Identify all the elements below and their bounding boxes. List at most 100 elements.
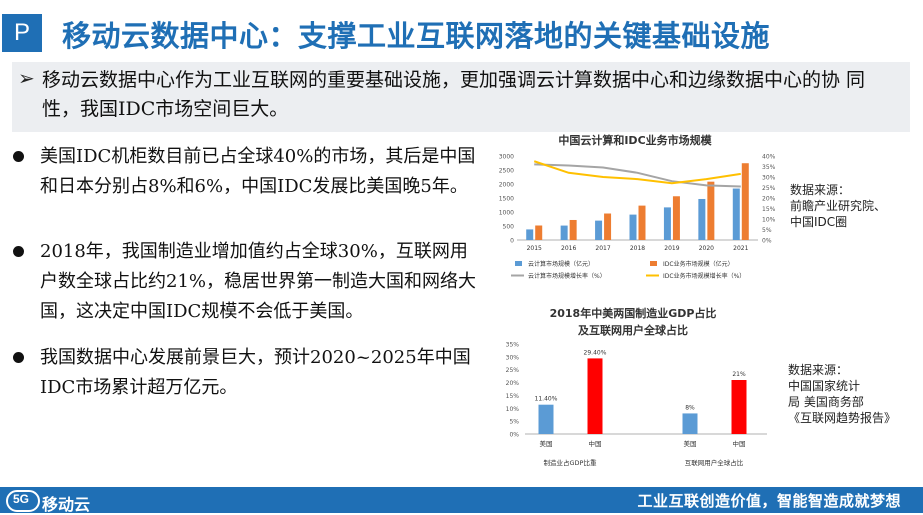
chart2-y-tick: 35% xyxy=(506,342,520,349)
lead-text: 移动云数据中心作为工业互联网的重要基础设施，更加强调云计算数据中心和边缘数据中心… xyxy=(42,69,866,120)
source-line: 《互联网趋势报告》 xyxy=(788,411,897,425)
chart2-y-tick: 30% xyxy=(506,354,520,361)
chart1-y-tick: 1000 xyxy=(499,210,514,217)
chart1-legend-swatch xyxy=(650,261,657,266)
chart2-y-tick: 10% xyxy=(506,406,520,413)
chart1-legend-label: 云计算市场规模（亿元） xyxy=(528,260,594,268)
chart1-x-tick: 2021 xyxy=(733,245,748,252)
chart1-legend-label: IDC业务市场规模增长率（%） xyxy=(663,272,745,280)
chart2-y-tick: 20% xyxy=(506,380,520,387)
chart2-x-tick: 美国 xyxy=(540,439,553,448)
source-line: 中国国家统计 xyxy=(788,379,861,393)
chart1-y-tick: 0 xyxy=(510,238,514,245)
chart2-bar xyxy=(587,358,603,434)
chart2-title-line2: 及互联网用户全球占比 xyxy=(578,323,688,337)
chart1-y2-tick: 5% xyxy=(762,227,772,234)
chart1-x-tick: 2017 xyxy=(595,245,610,252)
chart1-bar xyxy=(604,213,612,240)
chart2-y-tick: 25% xyxy=(506,367,520,374)
chart1-x-tick: 2019 xyxy=(664,245,679,252)
source-line: 前瞻产业研究院、 xyxy=(790,199,887,213)
bullet-text: 美国IDC机柜数目前已占全球40%的市场，其后是中国和日本分别占8%和6%，中国… xyxy=(40,146,476,197)
chart1-y-tick: 500 xyxy=(503,224,515,231)
chart1-title: 中国云计算和IDC业务市场规模 xyxy=(558,133,712,147)
chart1-x-tick: 2016 xyxy=(561,245,576,252)
bullet-dot-icon xyxy=(13,352,24,363)
footer-slogan: 工业互联创造价值，智能智造成就梦想 xyxy=(637,492,901,510)
chart1-series-line xyxy=(533,160,741,185)
footer-bar: 工业互联创造价值，智能智造成就梦想 xyxy=(0,487,923,513)
chart1-y2-tick: 30% xyxy=(762,175,776,182)
chart1-x-tick: 2020 xyxy=(699,245,714,252)
source-line: 数据来源： xyxy=(788,363,849,377)
chart2-group-label: 互联网用户全球占比 xyxy=(685,458,744,467)
chart2-bar xyxy=(538,404,554,434)
chart1-source: 数据来源： 前瞻产业研究院、 中国IDC圈 xyxy=(790,182,886,230)
chart1-bar xyxy=(526,229,534,240)
chart1-bar xyxy=(663,207,671,240)
chart1-y2-tick: 0% xyxy=(762,238,772,245)
chart2-bar xyxy=(731,380,747,434)
chart2-data-label: 21% xyxy=(732,371,746,378)
chart1-legend-swatch xyxy=(515,261,522,266)
chart1-y2-tick: 35% xyxy=(762,164,776,171)
chart2-bar xyxy=(682,413,698,434)
chart2-data-label: 11.40% xyxy=(535,396,558,403)
source-line: 中国IDC圈 xyxy=(790,215,848,229)
chart1-bar xyxy=(741,163,749,240)
chart1-y2-tick: 25% xyxy=(762,185,776,192)
bullet-text: 我国数据中心发展前景巨大，预计2020~2025年中国IDC市场累计超万亿元。 xyxy=(40,347,471,398)
chart2-x-tick: 中国 xyxy=(733,439,746,448)
chart2-data-label: 8% xyxy=(685,404,695,411)
chart2-x-tick: 中国 xyxy=(589,439,602,448)
source-line: 局 美国商务部 xyxy=(788,395,864,409)
page-title: 移动云数据中心：支撑工业互联网落地的关键基础设施 xyxy=(62,19,771,53)
bullet-text: 2018年，我国制造业增加值约占全球30%，互联网用户数全球占比约21%，稳居世… xyxy=(40,241,477,322)
chart1-legend-label: IDC业务市场规模（亿元） xyxy=(663,260,734,268)
chart2-source: 数据来源： 中国国家统计 局 美国商务部 《互联网趋势报告》 xyxy=(788,362,896,426)
chart1-bar xyxy=(672,196,680,240)
chart2-y-tick: 15% xyxy=(506,393,520,400)
chart1-x-tick: 2015 xyxy=(527,245,542,252)
chart1-y-tick: 1500 xyxy=(499,196,514,203)
chart1-y2-tick: 15% xyxy=(762,206,776,213)
chart1-y-tick: 2000 xyxy=(499,182,514,189)
chart1-bar xyxy=(595,220,603,240)
chart1-bar xyxy=(535,225,543,240)
chart1-bar xyxy=(698,198,706,240)
cloud-idc-market-chart: 中国云计算和IDC业务市场规模 0 500 1000 1500 2000 2500 3000… xyxy=(499,133,776,280)
chart1-bar xyxy=(707,181,715,240)
chart1-y2-tick: 10% xyxy=(762,217,776,224)
bullet-dot-icon xyxy=(13,151,24,162)
chart2-data-label: 29.40% xyxy=(584,349,607,356)
chart1-bar xyxy=(629,214,637,240)
source-line: 数据来源： xyxy=(790,183,851,197)
chart2-title-line1: 2018年中美两国制造业GDP占比 xyxy=(550,306,717,320)
chart1-y2-tick: 20% xyxy=(762,196,776,203)
chart1-bar xyxy=(569,219,577,240)
lead-box: ➢ 移动云数据中心作为工业互联网的重要基础设施，更加强调云计算数据中心和边缘数据… xyxy=(12,62,910,132)
bullet-item: 2018年，我国制造业增加值约占全球30%，互联网用户数全球占比约21%，稳居世… xyxy=(13,237,483,327)
chart2-y-tick: 0% xyxy=(509,432,519,439)
bullet-item: 我国数据中心发展前景巨大，预计2020~2025年中国IDC市场累计超万亿元。 xyxy=(13,343,483,403)
cloud-icon xyxy=(6,490,40,512)
chart1-legend-label: 云计算市场规模增长率（%） xyxy=(528,272,606,280)
chart2-x-tick: 美国 xyxy=(684,439,697,448)
chart1-x-tick: 2018 xyxy=(630,245,645,252)
chart1-y2-tick: 40% xyxy=(762,154,776,161)
chart1-bar xyxy=(638,205,646,240)
chart1-series-line xyxy=(534,163,741,188)
gdp-internet-share-chart: 2018年中美两国制造业GDP占比 及互联网用户全球占比 0% 5% 10% 15% 2… xyxy=(506,306,767,467)
chart1-y-tick: 3000 xyxy=(499,154,514,161)
chart2-group-label: 制造业占GDP比重 xyxy=(544,458,597,467)
chart1-bar xyxy=(560,225,568,240)
arrow-bullet-icon: ➢ xyxy=(18,66,35,90)
chart1-y-tick: 2500 xyxy=(499,168,514,175)
chart2-y-tick: 5% xyxy=(509,419,519,426)
chart1-bar xyxy=(732,188,740,240)
bullet-item: 美国IDC机柜数目前已占全球40%的市场，其后是中国和日本分别占8%和6%，中国… xyxy=(13,142,483,202)
page-badge: P xyxy=(2,14,42,52)
logo-name: 移动云 xyxy=(42,495,91,514)
logo-5g: 5G xyxy=(13,492,30,506)
bullet-dot-icon xyxy=(13,246,24,257)
